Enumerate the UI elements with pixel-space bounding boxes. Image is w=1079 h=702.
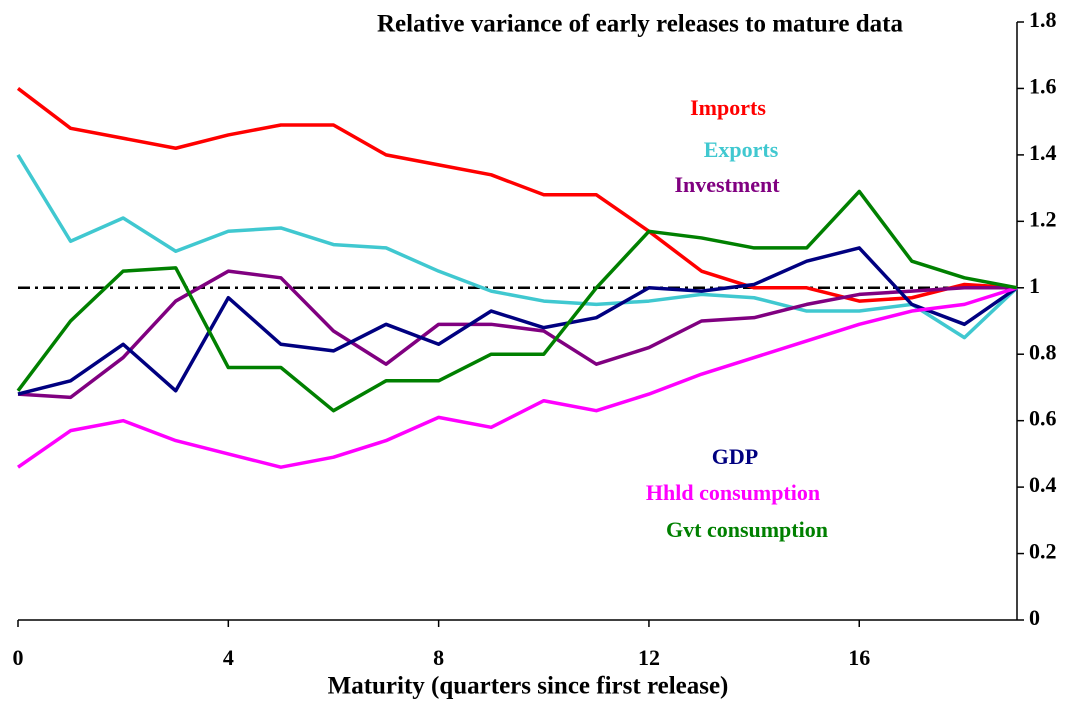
y-tick-label: 0.8 — [1029, 339, 1057, 364]
x-tick-label: 0 — [13, 645, 24, 670]
y-tick-label: 0 — [1029, 605, 1040, 630]
y-tick-label: 0.2 — [1029, 539, 1057, 564]
series-line — [17, 286, 1018, 469]
x-axis-title: Maturity (quarters since first release) — [328, 673, 729, 700]
x-tick-label: 16 — [848, 645, 870, 670]
legend-label: Investment — [674, 172, 780, 197]
series-line — [16, 189, 1018, 413]
legend-label: GDP — [712, 444, 758, 469]
legend-label: Imports — [690, 95, 766, 120]
y-tick-label: 1.2 — [1029, 206, 1057, 231]
legend-label: Exports — [704, 137, 779, 162]
y-tick-label: 1.6 — [1029, 73, 1057, 98]
y-tick-label: 0.6 — [1029, 406, 1057, 431]
series-line — [16, 153, 1019, 340]
chart-title: Relative variance of early releases to m… — [377, 11, 904, 38]
y-tick-label: 1.4 — [1029, 140, 1057, 165]
x-tick-label: 4 — [223, 645, 234, 670]
x-tick-label: 12 — [638, 645, 660, 670]
legend-label: Hhld consumption — [646, 480, 820, 505]
legend-label: Gvt consumption — [666, 517, 828, 542]
series-line — [16, 87, 1018, 303]
x-tick-label: 8 — [433, 645, 444, 670]
y-tick-label: 0.4 — [1029, 472, 1057, 497]
series-line — [17, 269, 1017, 400]
y-tick-label: 1.8 — [1029, 7, 1057, 32]
series-line — [17, 246, 1018, 396]
y-tick-label: 1 — [1029, 273, 1040, 298]
